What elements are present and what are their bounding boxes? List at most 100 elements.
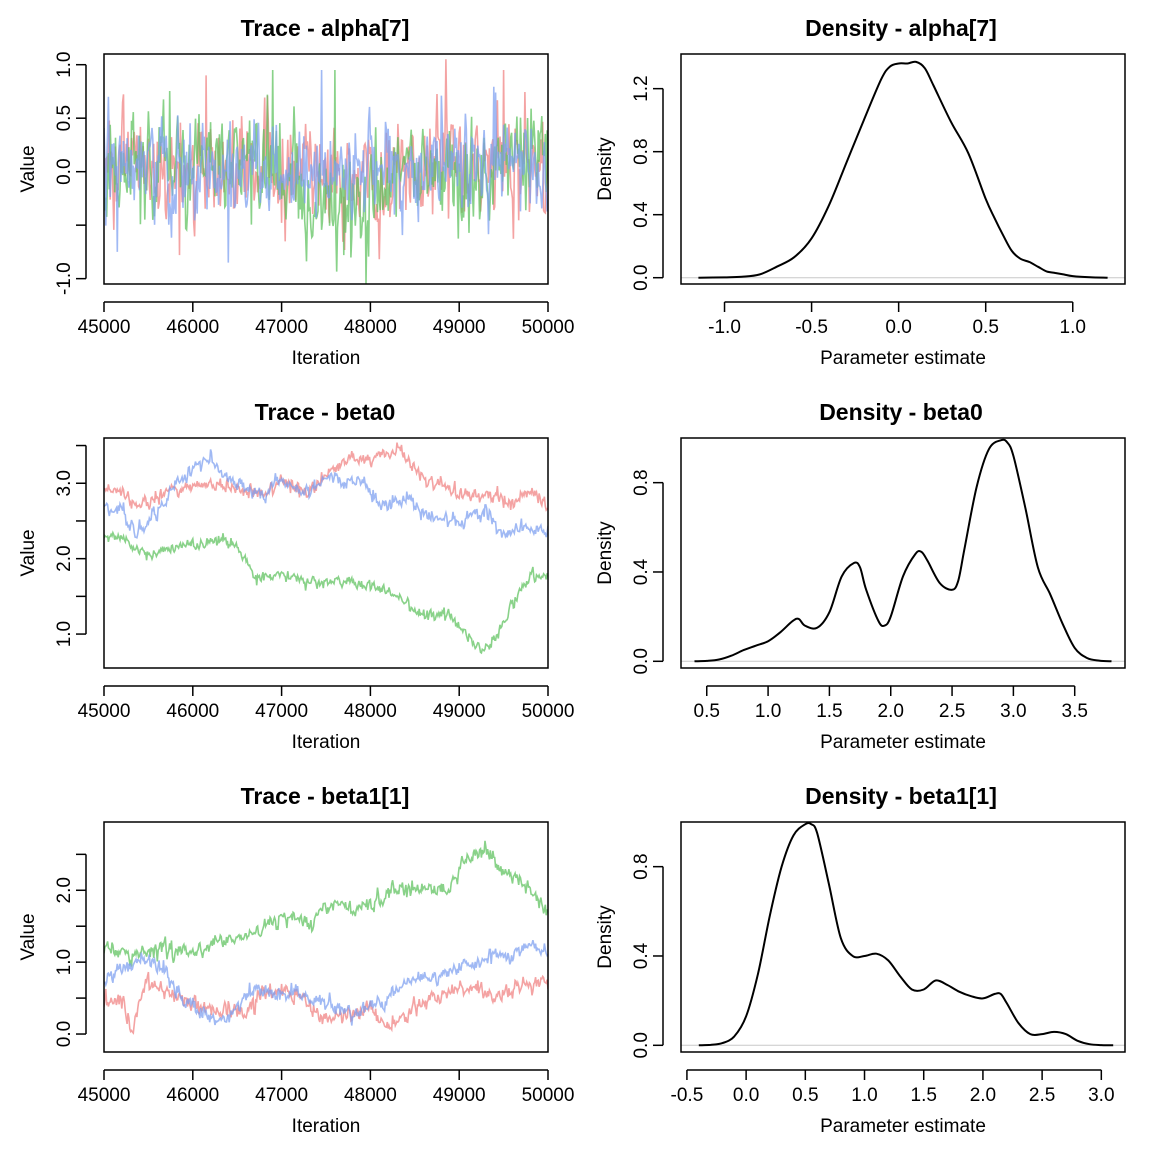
trace-line-chain-3 <box>104 940 548 1026</box>
x-tick-label: 46000 <box>166 701 219 722</box>
y-tick-label: 0.4 <box>631 942 652 969</box>
x-tick-label: 3.0 <box>1000 701 1026 722</box>
panel-title: Density - alpha[7] <box>805 15 997 41</box>
y-tick-label: -1.0 <box>54 262 75 295</box>
y-tick-label: 0.8 <box>631 138 652 164</box>
y-tick-label: 1.2 <box>631 75 652 101</box>
y-tick-label: 1.0 <box>54 51 75 77</box>
density-curve <box>698 60 1108 279</box>
panel-trace-beta1-1: Trace - beta1[1] 45000 46000 47000 48000 490… <box>18 783 574 1137</box>
y-tick-label: 2.0 <box>54 877 75 903</box>
x-axis-label: Iteration <box>292 1116 361 1137</box>
panel-density-beta1-1: Density - beta1[1] -0.5 0.0 0.5 1.0 1.5 2.0 2.… <box>595 783 1126 1137</box>
x-axis-label: Iteration <box>292 732 361 753</box>
panel-trace-alpha7: Trace - alpha[7] 45000 46000 47000 48000 490… <box>18 15 574 369</box>
x-tick-label: 48000 <box>344 317 397 338</box>
panel-title: Density - beta1[1] <box>805 783 997 809</box>
y-tick-label: 0.4 <box>631 201 652 228</box>
trace-line-chain-1 <box>104 59 548 260</box>
y-axis-label: Density <box>595 905 616 969</box>
y-tick-label: 0.8 <box>631 853 652 879</box>
trace-line-chain-3 <box>104 69 548 263</box>
y-tick-label: 0.0 <box>631 648 652 674</box>
x-tick-label: 0.5 <box>972 317 998 338</box>
panel-title: Trace - beta1[1] <box>241 783 410 809</box>
plot-frame <box>680 821 1126 1053</box>
trace-line-chain-2 <box>104 840 548 967</box>
x-tick-label: 0.5 <box>792 1085 818 1106</box>
density-curve <box>694 438 1112 663</box>
x-axis-label: Parameter estimate <box>820 348 986 369</box>
x-tick-label: 45000 <box>78 701 131 722</box>
y-tick-label: 0.4 <box>631 558 652 585</box>
x-tick-label: 1.5 <box>911 1085 937 1106</box>
x-tick-label: 50000 <box>522 1085 575 1106</box>
x-tick-label: 2.0 <box>878 701 904 722</box>
y-axis-label: Value <box>18 529 39 576</box>
panel-density-alpha7: Density - alpha[7] -1.0 -0.5 0.0 0.5 1.0 Para… <box>595 15 1126 369</box>
x-tick-label: 48000 <box>344 1085 397 1106</box>
panel-title: Density - beta0 <box>819 399 983 425</box>
y-tick-label: 0.0 <box>54 1021 75 1047</box>
x-tick-label: 2.5 <box>939 701 965 722</box>
panel-density-beta0: Density - beta0 0.5 1.0 1.5 2.0 2.5 3.0 3.5 Par… <box>595 399 1126 753</box>
panel-title: Trace - beta0 <box>255 399 396 425</box>
x-tick-label: 50000 <box>522 317 575 338</box>
x-tick-label: -1.0 <box>708 317 741 338</box>
trace-line-chain-2 <box>104 530 548 655</box>
y-axis-label: Density <box>595 521 616 585</box>
y-tick-label: 0.8 <box>631 469 652 495</box>
y-tick-label: 0.0 <box>631 264 652 290</box>
x-tick-label: -0.5 <box>671 1085 704 1106</box>
x-axis-label: Parameter estimate <box>820 732 986 753</box>
x-axis-label: Iteration <box>292 348 361 369</box>
x-tick-label: 47000 <box>255 1085 308 1106</box>
x-tick-label: 49000 <box>433 1085 486 1106</box>
x-tick-label: 2.5 <box>1029 1085 1055 1106</box>
x-tick-label: 46000 <box>166 1085 219 1106</box>
x-tick-label: 50000 <box>522 701 575 722</box>
y-axis-label: Value <box>18 145 39 192</box>
trace-line-chain-1 <box>104 971 548 1035</box>
x-tick-label: 3.0 <box>1088 1085 1114 1106</box>
y-tick-label: 1.0 <box>54 949 75 975</box>
x-tick-label: 0.0 <box>885 317 911 338</box>
x-tick-label: 49000 <box>433 317 486 338</box>
x-tick-label: 1.0 <box>755 701 781 722</box>
plot-frame <box>103 437 549 669</box>
x-tick-label: 45000 <box>78 1085 131 1106</box>
y-tick-label: 1.0 <box>54 621 75 647</box>
y-tick-label: 0.0 <box>54 158 75 184</box>
trace-line-chain-1 <box>104 442 548 512</box>
x-tick-label: 46000 <box>166 317 219 338</box>
x-tick-label: 2.0 <box>970 1085 996 1106</box>
y-tick-label: 2.0 <box>54 545 75 571</box>
y-tick-label: 0.0 <box>631 1032 652 1058</box>
x-tick-label: 47000 <box>255 701 308 722</box>
y-tick-label: 0.5 <box>54 105 75 131</box>
plot-frame <box>680 53 1126 285</box>
panel-title: Trace - alpha[7] <box>241 15 410 41</box>
x-tick-label: 1.5 <box>816 701 842 722</box>
x-tick-label: 1.0 <box>851 1085 877 1106</box>
x-tick-label: 1.0 <box>1060 317 1086 338</box>
density-curve <box>698 822 1114 1047</box>
x-tick-label: -0.5 <box>795 317 828 338</box>
y-axis-label: Density <box>595 137 616 201</box>
y-tick-label: 3.0 <box>54 470 75 496</box>
x-tick-label: 47000 <box>255 317 308 338</box>
x-tick-label: 0.0 <box>733 1085 759 1106</box>
y-axis-label: Value <box>18 913 39 960</box>
x-tick-label: 45000 <box>78 317 131 338</box>
x-tick-label: 0.5 <box>694 701 720 722</box>
x-tick-label: 48000 <box>344 701 397 722</box>
panel-trace-beta0: Trace - beta0 45000 46000 47000 48000 49000 5… <box>18 399 574 753</box>
plot-frame <box>680 437 1126 669</box>
trace-line-chain-3 <box>104 449 548 539</box>
x-tick-label: 49000 <box>433 701 486 722</box>
plot-frame <box>103 821 549 1053</box>
plot-frame <box>103 53 549 285</box>
x-axis-label: Parameter estimate <box>820 1116 986 1137</box>
x-tick-label: 3.5 <box>1062 701 1088 722</box>
